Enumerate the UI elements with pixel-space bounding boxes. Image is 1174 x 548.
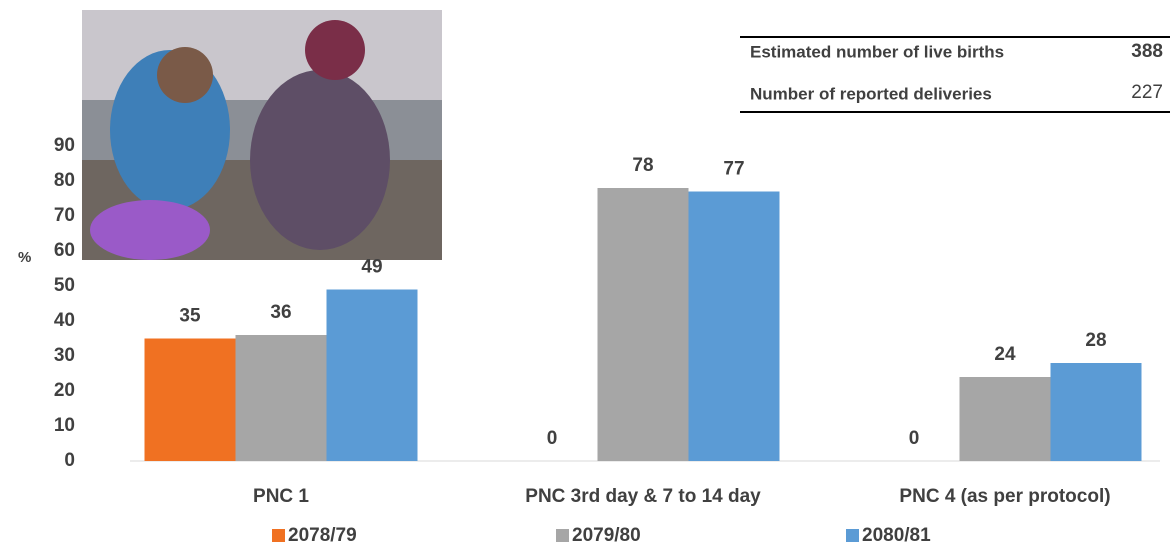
data-label: 49 xyxy=(361,257,382,278)
data-label: 77 xyxy=(723,159,744,180)
table-cell: Estimated number of live births xyxy=(750,42,1004,61)
y-tick-label: 20 xyxy=(54,380,75,401)
bar xyxy=(688,191,780,461)
data-label: 36 xyxy=(270,302,291,323)
table-cell: 388 xyxy=(1131,41,1163,62)
y-tick-label: 30 xyxy=(54,345,75,366)
bar xyxy=(235,335,327,461)
y-tick-label: 40 xyxy=(54,310,75,331)
data-label: 0 xyxy=(547,428,558,449)
bar xyxy=(1050,363,1142,461)
table-cell: 227 xyxy=(1131,82,1163,103)
x-tick-label: PNC 3rd day & 7 to 14 day xyxy=(525,486,761,507)
y-tick-label: 10 xyxy=(54,415,75,436)
y-tick-label: 0 xyxy=(64,450,75,471)
bar xyxy=(597,188,689,461)
data-label: 28 xyxy=(1085,330,1106,351)
y-tick-label: 50 xyxy=(54,275,75,296)
legend-swatch xyxy=(846,529,859,542)
bar xyxy=(326,289,418,461)
data-label: 35 xyxy=(179,306,201,327)
data-label: 0 xyxy=(909,428,920,449)
x-tick-label: PNC 1 xyxy=(253,486,309,507)
legend-label: 2078/79 xyxy=(288,525,357,546)
y-tick-label: 60 xyxy=(54,240,75,261)
y-tick-label: 70 xyxy=(54,205,75,226)
y-axis-label: % xyxy=(18,249,31,266)
table-cell: Number of reported deliveries xyxy=(750,84,992,103)
legend-swatch xyxy=(556,529,569,542)
data-label: 78 xyxy=(632,155,653,176)
legend-swatch xyxy=(272,529,285,542)
y-tick-label: 90 xyxy=(54,135,75,156)
x-tick-label: PNC 4 (as per protocol) xyxy=(899,486,1110,507)
legend-label: 2080/81 xyxy=(862,525,931,546)
bar xyxy=(959,377,1051,461)
photo xyxy=(82,10,442,260)
bar xyxy=(144,338,236,461)
data-label: 24 xyxy=(994,344,1016,365)
y-tick-label: 80 xyxy=(54,170,75,191)
info-table: Estimated number of live births 388 Numb… xyxy=(740,36,1170,113)
legend-label: 2079/80 xyxy=(572,525,641,546)
